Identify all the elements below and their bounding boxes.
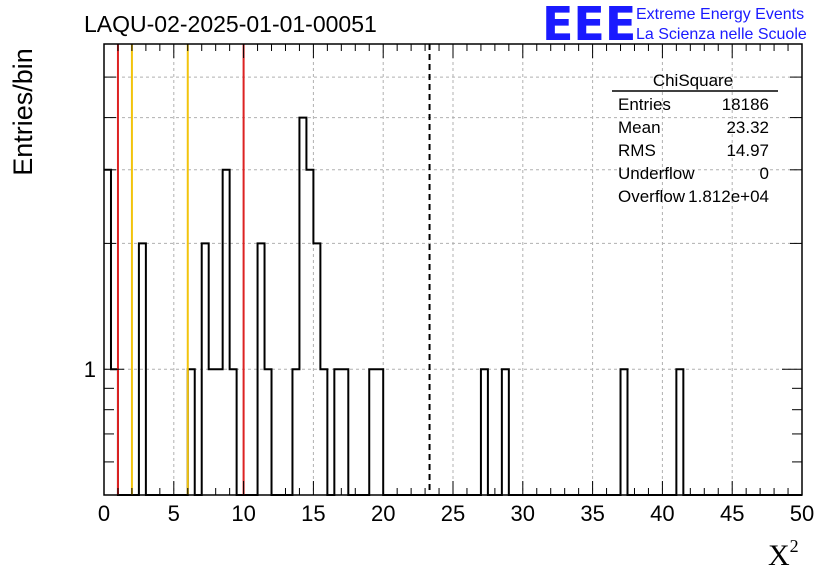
x-tick-label: 30 xyxy=(511,501,535,526)
stats-value-rms: 14.97 xyxy=(726,141,769,160)
x-tick-label: 0 xyxy=(98,501,110,526)
chart-title: LAQU-02-2025-01-01-00051 xyxy=(84,11,377,37)
x-tick-label: 20 xyxy=(371,501,395,526)
x-tick-label: 10 xyxy=(231,501,255,526)
stats-label-underflow: Underflow xyxy=(618,164,695,183)
stats-label-mean: Mean xyxy=(618,118,661,137)
x-axis-label: X2 xyxy=(768,536,799,572)
stats-value-entries: 18186 xyxy=(722,95,769,114)
x-tick-label: 40 xyxy=(650,501,674,526)
y-axis-label: Entries/bin xyxy=(8,48,38,176)
stats-box: ChiSquare Entries 18186 Mean 23.32 RMS 1… xyxy=(612,71,778,206)
logo-line-1: Extreme Energy Events xyxy=(636,6,804,23)
x-axis-label-base: X xyxy=(768,539,790,572)
stats-value-mean: 23.32 xyxy=(726,118,769,137)
x-axis-label-superscript: 2 xyxy=(790,536,799,556)
stats-label-overflow: Overflow xyxy=(618,187,686,206)
x-tick-label: 35 xyxy=(580,501,604,526)
x-tick-label: 50 xyxy=(790,501,814,526)
logo-mark: EEE xyxy=(542,0,636,51)
x-tick-label: 15 xyxy=(301,501,325,526)
axis-ticks: 0 5 10 15 20 25 30 35 40 45 50 1 xyxy=(84,43,814,526)
stats-label-rms: RMS xyxy=(618,141,656,160)
reference-lines xyxy=(116,44,431,495)
x-tick-label: 25 xyxy=(441,501,465,526)
eee-logo: EEE Extreme Energy Events La Scienza nel… xyxy=(542,0,807,51)
histogram-line xyxy=(104,116,802,496)
histogram-series xyxy=(104,116,802,496)
stats-value-underflow: 0 xyxy=(760,164,769,183)
x-tick-label: 45 xyxy=(720,501,744,526)
y-tick-label: 1 xyxy=(84,357,96,382)
stats-name: ChiSquare xyxy=(653,71,733,90)
x-tick-label: 5 xyxy=(168,501,180,526)
stats-label-entries: Entries xyxy=(618,95,671,114)
logo-line-2: La Scienza nelle Scuole xyxy=(636,26,807,43)
stats-value-overflow: 1.812e+04 xyxy=(688,187,769,206)
